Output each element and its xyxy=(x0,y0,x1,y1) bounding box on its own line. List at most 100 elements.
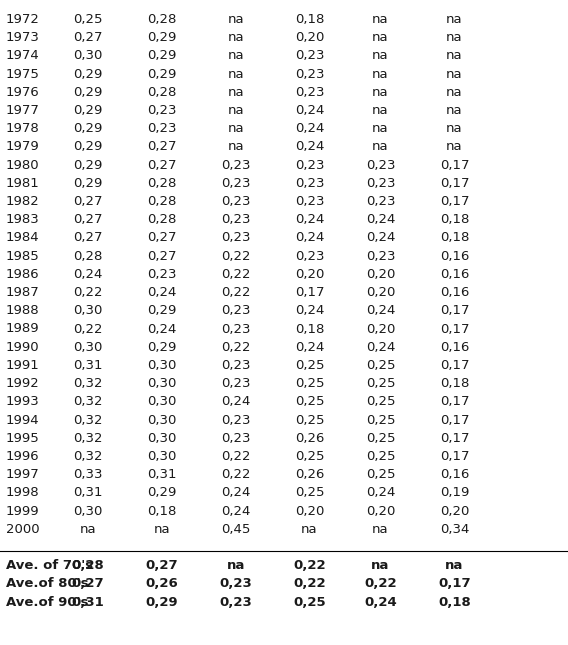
Text: 0,20: 0,20 xyxy=(440,504,469,518)
Text: 0,29: 0,29 xyxy=(147,49,177,63)
Text: 0,18: 0,18 xyxy=(295,13,324,26)
Text: 0,23: 0,23 xyxy=(295,177,324,190)
Text: 0,25: 0,25 xyxy=(295,413,324,426)
Text: 1994: 1994 xyxy=(6,413,39,426)
Text: 0,27: 0,27 xyxy=(147,250,177,263)
Text: 0,24: 0,24 xyxy=(364,596,397,609)
Text: 0,29: 0,29 xyxy=(73,141,103,154)
Text: 0,28: 0,28 xyxy=(72,559,105,572)
Text: 0,24: 0,24 xyxy=(295,104,324,117)
Text: 0,23: 0,23 xyxy=(366,159,395,172)
Text: 1988: 1988 xyxy=(6,304,39,317)
Text: 0,30: 0,30 xyxy=(147,413,177,426)
Text: 1993: 1993 xyxy=(6,395,39,408)
Text: 0,17: 0,17 xyxy=(440,195,469,208)
Text: na: na xyxy=(372,13,389,26)
Text: 0,24: 0,24 xyxy=(366,232,395,244)
Text: 1972: 1972 xyxy=(6,13,40,26)
Text: 0,17: 0,17 xyxy=(440,395,469,408)
Text: 1980: 1980 xyxy=(6,159,39,172)
Text: na: na xyxy=(446,104,463,117)
Text: 0,24: 0,24 xyxy=(366,213,395,226)
Text: 0,22: 0,22 xyxy=(221,341,250,353)
Text: 0,30: 0,30 xyxy=(73,504,103,518)
Text: 0,34: 0,34 xyxy=(440,523,469,536)
Text: 0,26: 0,26 xyxy=(295,432,324,445)
Text: 0,30: 0,30 xyxy=(147,432,177,445)
Text: 0,29: 0,29 xyxy=(147,31,177,44)
Text: na: na xyxy=(301,523,318,536)
Text: 0,23: 0,23 xyxy=(221,232,250,244)
Text: 1982: 1982 xyxy=(6,195,39,208)
Text: 1984: 1984 xyxy=(6,232,39,244)
Text: 1976: 1976 xyxy=(6,86,39,99)
Text: 0,23: 0,23 xyxy=(221,322,250,335)
Text: na: na xyxy=(227,104,244,117)
Text: 0,22: 0,22 xyxy=(73,322,103,335)
Text: 0,22: 0,22 xyxy=(221,286,250,299)
Text: 0,24: 0,24 xyxy=(366,341,395,353)
Text: 1998: 1998 xyxy=(6,486,39,499)
Text: 0,22: 0,22 xyxy=(221,268,250,281)
Text: na: na xyxy=(372,122,389,135)
Text: 0,29: 0,29 xyxy=(73,68,103,81)
Text: 0,28: 0,28 xyxy=(147,195,177,208)
Text: 0,29: 0,29 xyxy=(147,341,177,353)
Text: 0,27: 0,27 xyxy=(73,195,103,208)
Text: 0,30: 0,30 xyxy=(147,450,177,463)
Text: 0,23: 0,23 xyxy=(295,195,324,208)
Text: 0,17: 0,17 xyxy=(440,177,469,190)
Text: 0,22: 0,22 xyxy=(221,250,250,263)
Text: 0,24: 0,24 xyxy=(147,322,177,335)
Text: 0,16: 0,16 xyxy=(440,268,469,281)
Text: 0,23: 0,23 xyxy=(221,413,250,426)
Text: 0,29: 0,29 xyxy=(73,86,103,99)
Text: 0,30: 0,30 xyxy=(147,359,177,372)
Text: 0,31: 0,31 xyxy=(73,486,103,499)
Text: na: na xyxy=(227,86,244,99)
Text: 0,24: 0,24 xyxy=(295,213,324,226)
Text: 0,23: 0,23 xyxy=(221,304,250,317)
Text: 1985: 1985 xyxy=(6,250,39,263)
Text: 0,17: 0,17 xyxy=(440,432,469,445)
Text: na: na xyxy=(446,31,463,44)
Text: 0,23: 0,23 xyxy=(295,86,324,99)
Text: 0,24: 0,24 xyxy=(221,504,250,518)
Text: 0,17: 0,17 xyxy=(440,413,469,426)
Text: 0,17: 0,17 xyxy=(438,577,471,590)
Text: 0,18: 0,18 xyxy=(295,322,324,335)
Text: 0,19: 0,19 xyxy=(440,486,469,499)
Text: 0,23: 0,23 xyxy=(219,596,252,609)
Text: 1999: 1999 xyxy=(6,504,39,518)
Text: 0,27: 0,27 xyxy=(147,232,177,244)
Text: 0,28: 0,28 xyxy=(73,250,103,263)
Text: 0,25: 0,25 xyxy=(366,377,395,390)
Text: 0,24: 0,24 xyxy=(366,486,395,499)
Text: 0,23: 0,23 xyxy=(221,195,250,208)
Text: 0,20: 0,20 xyxy=(366,268,395,281)
Text: 0,23: 0,23 xyxy=(295,250,324,263)
Text: 0,16: 0,16 xyxy=(440,468,469,481)
Text: 0,25: 0,25 xyxy=(366,432,395,445)
Text: 0,30: 0,30 xyxy=(147,395,177,408)
Text: na: na xyxy=(80,523,97,536)
Text: 0,22: 0,22 xyxy=(364,577,397,590)
Text: 0,26: 0,26 xyxy=(145,577,178,590)
Text: 0,28: 0,28 xyxy=(147,86,177,99)
Text: 0,16: 0,16 xyxy=(440,286,469,299)
Text: Ave.of 90's: Ave.of 90's xyxy=(6,596,88,609)
Text: 0,27: 0,27 xyxy=(145,559,178,572)
Text: 0,27: 0,27 xyxy=(72,577,105,590)
Text: na: na xyxy=(446,13,463,26)
Text: 1987: 1987 xyxy=(6,286,39,299)
Text: na: na xyxy=(227,68,244,81)
Text: 0,25: 0,25 xyxy=(295,486,324,499)
Text: 0,28: 0,28 xyxy=(147,13,177,26)
Text: 0,24: 0,24 xyxy=(366,304,395,317)
Text: na: na xyxy=(227,13,244,26)
Text: 0,23: 0,23 xyxy=(147,104,177,117)
Text: 0,29: 0,29 xyxy=(73,122,103,135)
Text: na: na xyxy=(227,141,244,154)
Text: 2000: 2000 xyxy=(6,523,39,536)
Text: na: na xyxy=(371,559,390,572)
